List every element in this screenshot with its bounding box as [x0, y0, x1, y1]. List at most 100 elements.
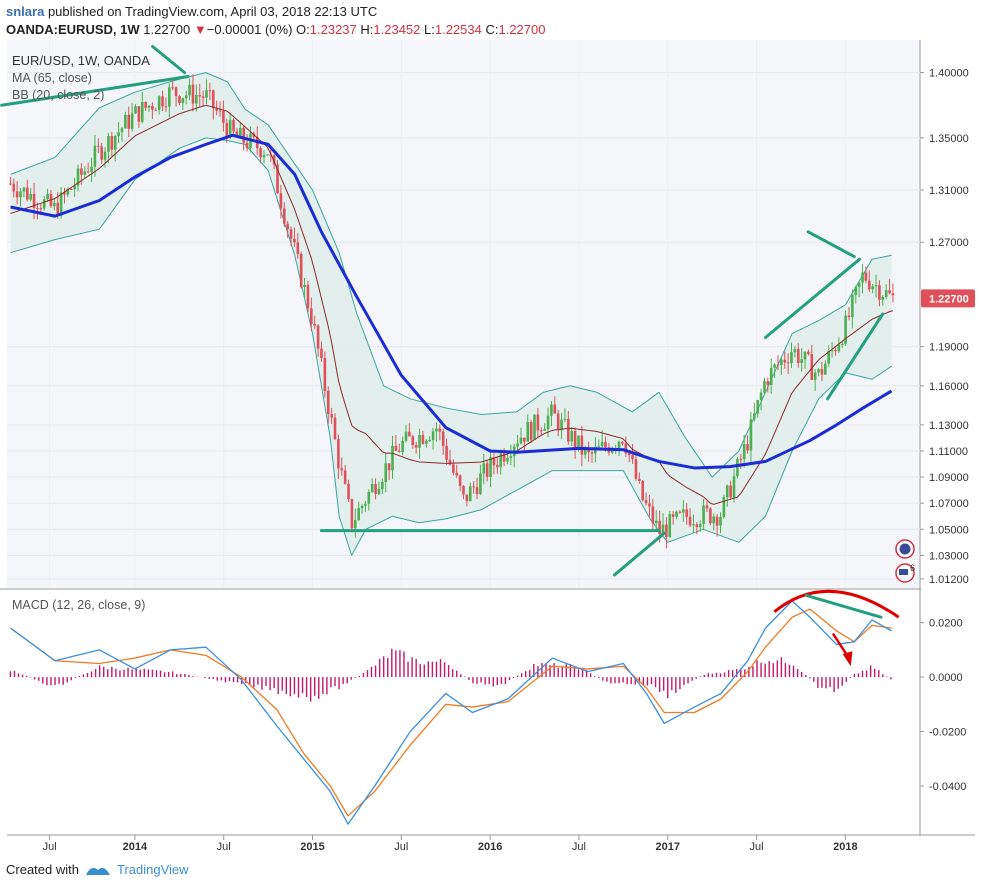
candle-body [746, 444, 749, 451]
candle-body [793, 349, 797, 353]
globe-icon[interactable] [895, 539, 915, 559]
candle-body [147, 105, 151, 108]
candle-body [654, 520, 658, 524]
arrow-head-icon [842, 651, 853, 667]
candle-body [560, 419, 563, 431]
candle-body [333, 417, 337, 440]
candle-body [266, 154, 269, 156]
candle-body [458, 475, 462, 486]
ma-65-line [10, 133, 893, 470]
candle-body [323, 357, 327, 391]
candle-body [296, 242, 300, 254]
candle-body [184, 95, 188, 99]
candle-body [506, 457, 509, 462]
price-tag [921, 289, 975, 308]
candle-body [769, 367, 773, 386]
candle-body [837, 344, 841, 352]
candle-body [306, 284, 310, 309]
publish-info: snlara published on TradingView.com, Apr… [6, 4, 377, 19]
candle-body [624, 443, 628, 454]
candle-body [262, 154, 266, 158]
candle-body [218, 110, 222, 112]
x-tick-label: Jul [394, 841, 408, 853]
candle-body [766, 381, 770, 386]
candle-body [468, 486, 472, 502]
candle-body [553, 404, 557, 414]
macd-pane[interactable] [7, 590, 920, 835]
x-tick-label: Jul [750, 841, 764, 853]
candle-body [698, 524, 702, 528]
y-tick-label: 1.07000 [929, 498, 969, 510]
candle-body [431, 431, 435, 441]
macd-y-tick-label: 0.0200 [929, 618, 963, 630]
x-tick-label: 2014 [123, 841, 148, 853]
trendline[interactable] [151, 45, 187, 75]
candle-body [215, 108, 218, 111]
candle-body [337, 439, 340, 469]
candle-body [272, 155, 276, 165]
candle-body [225, 123, 229, 138]
candle-body [93, 145, 97, 167]
macd-divergence-line[interactable] [804, 593, 883, 619]
legend-macd: MACD (12, 26, close, 9) [12, 598, 145, 612]
candle-body [205, 90, 208, 98]
price-scale[interactable] [921, 40, 976, 835]
x-tick-label: Jul [217, 841, 231, 853]
candle-body [800, 359, 803, 363]
candle-body [367, 491, 371, 504]
candle-body [113, 135, 117, 150]
candle-body [830, 350, 834, 352]
candle-body [604, 441, 607, 448]
candle-body [888, 290, 891, 294]
trendline[interactable] [826, 312, 885, 401]
candle-body [509, 456, 513, 458]
candle-body [590, 452, 594, 454]
candle-body [59, 192, 63, 216]
candle-body [695, 524, 699, 528]
candle-body [790, 352, 793, 364]
candle-body [404, 431, 408, 441]
candle-body [539, 430, 543, 432]
candle-body [681, 509, 685, 513]
candle-body [556, 413, 560, 431]
brand-name[interactable]: TradingView [116, 862, 189, 877]
candle-body [394, 445, 398, 451]
candle-body [397, 450, 401, 452]
candle-body [492, 457, 496, 466]
candle-body [245, 142, 249, 148]
candle-body [742, 444, 746, 460]
candle-body [222, 110, 225, 124]
x-tick-label: Jul [572, 841, 586, 853]
candle-body [776, 364, 780, 366]
flag-icon[interactable]: 6 [895, 563, 915, 583]
candle-body [715, 516, 719, 526]
candle-body [533, 414, 536, 440]
trendline[interactable] [763, 257, 862, 339]
symbol-label: OANDA:EURUSD, 1W [6, 22, 140, 37]
top-arc-annotation[interactable] [773, 589, 900, 619]
candle-body [350, 499, 354, 529]
candle-body [353, 520, 357, 529]
trendline[interactable] [612, 531, 666, 577]
candle-body [712, 516, 716, 524]
published-text: published on TradingView.com, April 03, … [47, 4, 378, 19]
candle-body [739, 458, 743, 460]
candle-body [164, 106, 168, 108]
candle-body [69, 188, 73, 190]
trendline[interactable] [806, 230, 856, 259]
trendline[interactable] [0, 75, 190, 107]
candle-body [107, 135, 110, 152]
candle-body [516, 443, 519, 447]
candle-body [235, 131, 239, 137]
candle-body [621, 441, 624, 444]
candle-body [357, 508, 360, 521]
down-triangle-icon: ▼ [193, 22, 207, 37]
author-name[interactable]: snlara [6, 4, 45, 19]
candle-body [719, 517, 722, 526]
candle-body [276, 164, 279, 194]
candle-body [411, 436, 415, 445]
candle-body [445, 445, 448, 460]
candle-body [617, 441, 621, 448]
candle-body [489, 457, 492, 477]
